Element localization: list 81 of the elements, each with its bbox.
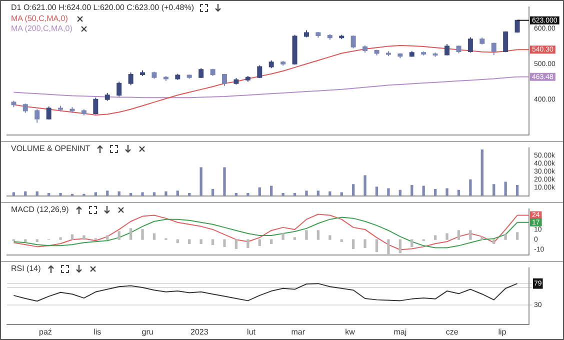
text: MA (200,C,MA,0) [11,24,72,34]
bar [270,239,273,244]
bar [176,190,179,196]
bar [282,233,284,240]
bar [70,234,74,240]
chart-title: MACD (12,26,9) [11,205,69,214]
bar [352,184,355,196]
x-tick-label: gru [142,327,154,336]
bar [223,167,226,196]
bar [246,239,250,248]
bar [387,239,390,254]
bar [434,189,437,196]
bar [457,230,460,240]
x-tick-label: lip [498,327,507,336]
bar [316,190,320,196]
bar [387,188,390,196]
x-tick-label: lis [94,327,102,336]
bar [141,229,144,240]
bar [200,167,202,196]
x-tick-label: maj [394,327,407,336]
bar [434,235,437,240]
chart-title: VOLUME & OPENINT [11,144,90,153]
bar [176,239,179,243]
bar [258,187,261,196]
bar [211,189,214,196]
x-tick-label: cze [446,327,459,336]
bar [398,239,402,254]
bar [469,230,472,240]
bar [152,233,156,240]
bar [164,191,168,196]
bar [516,232,519,240]
bar [94,192,98,196]
bar [352,239,355,250]
chart-title: RSI (14) [11,264,41,273]
bar [188,239,191,244]
bar [106,190,109,196]
x-tick-label: mar [291,327,306,336]
bar [446,188,448,196]
bar [129,228,132,240]
bar [375,186,378,196]
chart-title: D1 O:621.00 H:624.00 L:620.00 C:623.00 (+0.48%) [11,3,194,12]
bar [328,235,332,240]
bar [492,184,496,196]
bar [480,149,484,196]
bar [12,192,16,196]
bar [152,192,156,196]
bar [364,239,366,248]
bar [141,192,144,196]
bar [480,236,484,240]
bar [106,235,109,240]
bar [258,239,261,246]
text: MA (50,C,MA,0) [11,14,68,24]
bar [211,239,214,245]
bar [492,239,496,244]
bar [82,235,86,240]
bar [516,184,519,196]
bar [364,175,366,196]
bar [504,234,507,240]
bar [446,233,448,240]
x-tick-label: paź [39,327,52,336]
bar [223,239,226,248]
bar [293,237,296,240]
bar [59,237,62,240]
bar [316,230,320,240]
bar [410,184,414,196]
x-tick-label: kw [345,327,356,336]
x-tick-label: lut [247,327,256,336]
bar [246,193,250,196]
bar [305,230,308,240]
bar [375,239,378,252]
bar [200,239,202,244]
bar [504,182,507,196]
bar [305,190,308,196]
bar [118,231,120,240]
bar [469,179,472,196]
bar [234,239,238,250]
bar [340,192,343,196]
bar [410,239,414,248]
bar [59,193,62,196]
x-tick-label: 2023 [190,327,209,336]
bar [282,193,284,196]
